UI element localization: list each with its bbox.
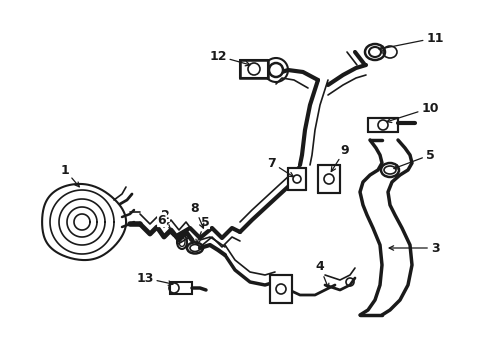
FancyBboxPatch shape <box>240 60 267 78</box>
Text: 7: 7 <box>267 157 293 177</box>
Text: 4: 4 <box>315 261 328 288</box>
Text: 5: 5 <box>196 216 209 244</box>
Text: 2: 2 <box>160 208 174 236</box>
Text: 6: 6 <box>157 213 179 239</box>
Text: 13: 13 <box>136 271 173 285</box>
Text: 1: 1 <box>61 163 79 187</box>
FancyBboxPatch shape <box>287 168 305 190</box>
Text: 12: 12 <box>209 50 249 66</box>
FancyBboxPatch shape <box>269 275 291 303</box>
FancyBboxPatch shape <box>367 118 397 132</box>
Text: 3: 3 <box>388 242 438 255</box>
Text: 5: 5 <box>393 149 433 169</box>
Text: 8: 8 <box>190 202 203 228</box>
FancyBboxPatch shape <box>170 282 192 294</box>
FancyBboxPatch shape <box>317 165 339 193</box>
Text: 10: 10 <box>386 102 438 122</box>
Text: 11: 11 <box>378 32 443 50</box>
Text: 9: 9 <box>330 144 348 171</box>
Circle shape <box>268 63 283 77</box>
